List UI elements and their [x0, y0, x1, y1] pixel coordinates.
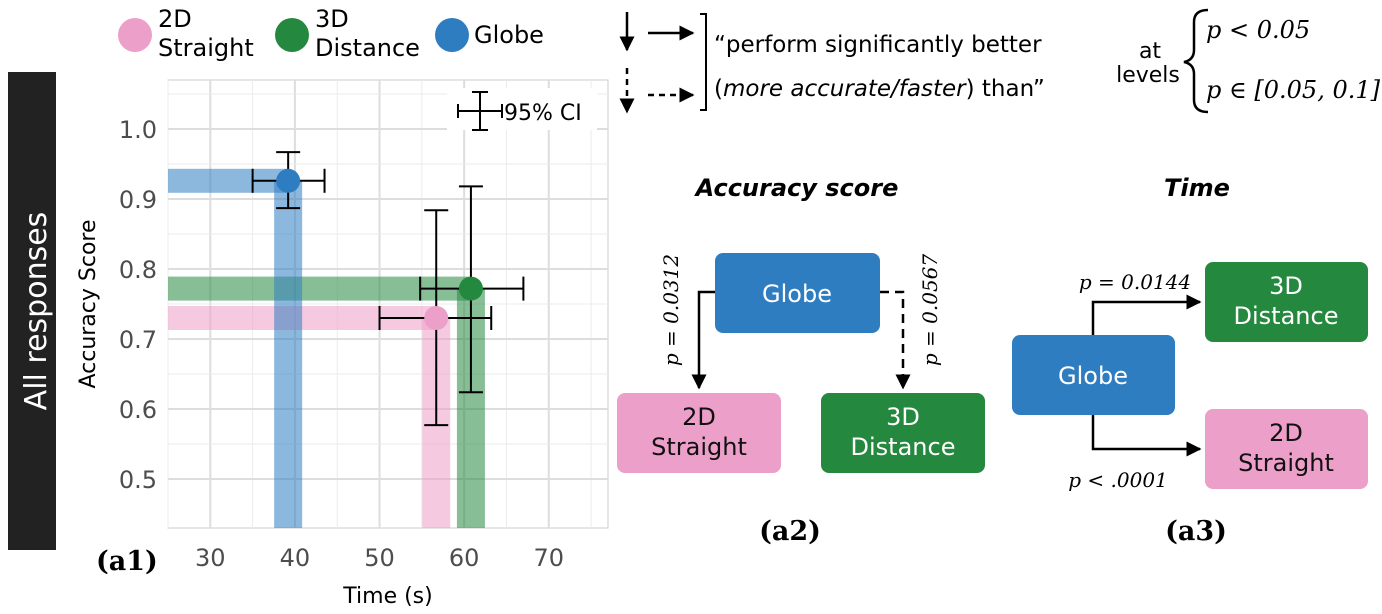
legend: 2D Straight 3D Distance Globe — [118, 5, 544, 62]
node-3d-time-line2: Distance — [1234, 302, 1339, 330]
level-solid: p < 0.05 — [1206, 16, 1310, 44]
node-2d-accuracy-line2: Straight — [651, 433, 747, 461]
legend-3d-line1: 3D — [315, 5, 349, 33]
ci-legend-icon — [457, 91, 503, 131]
x-tick-label: 40 — [280, 544, 311, 572]
x-tick-label: 70 — [533, 544, 564, 572]
panel-label-a2: (a2) — [759, 516, 821, 547]
key-levels: levels — [1116, 63, 1180, 88]
ci-legend-label: 95% CI — [504, 101, 582, 126]
point-2d-straight — [424, 306, 449, 330]
point-globe — [276, 168, 301, 193]
accuracy-time-chart: 30 40 50 60 70 0.5 0.6 0.7 0.8 0.9 1.0 95% CI Time… — [76, 79, 609, 609]
level-dashed: p ∈ [0.05, 0.1] — [1206, 76, 1381, 104]
p-value-time-top: p = 0.0144 — [1079, 270, 1191, 294]
p-value-time-bottom: p < .0001 — [1068, 468, 1168, 492]
node-3d-distance-time — [1205, 262, 1368, 342]
node-2d-time-line2: Straight — [1238, 449, 1334, 477]
legend-globe-label: Globe — [474, 21, 544, 49]
node-3d-accuracy-line2: Distance — [851, 433, 956, 461]
node-3d-time-line1: 3D — [1269, 272, 1303, 300]
node-globe-accuracy-label: Globe — [762, 280, 832, 308]
y-tick-label: 0.5 — [119, 466, 157, 494]
panel-label-a3: (a3) — [1165, 516, 1227, 547]
key-text-line1: “perform significantly better — [714, 32, 1042, 58]
node-globe-accuracy — [715, 253, 880, 333]
y-tick-label: 1.0 — [119, 116, 157, 144]
side-label: All responses — [19, 212, 54, 411]
node-2d-accuracy-line1: 2D — [682, 403, 716, 431]
time-diagram: Time Globe 3D Distance 2D Straight p = 0… — [1012, 174, 1368, 547]
legend-swatch-globe — [435, 18, 469, 52]
band-vertical-globe — [274, 180, 303, 529]
arrow-key: “perform significantly better (more accu… — [619, 8, 1381, 114]
data-points — [276, 168, 483, 330]
legend-2d-line1: 2D — [158, 5, 192, 33]
x-tick-label: 60 — [449, 544, 480, 572]
point-3d-distance — [458, 276, 483, 301]
time-diagram-title: Time — [1164, 174, 1230, 202]
y-tick-label: 0.8 — [119, 256, 157, 284]
p-value-accuracy-left: p = 0.0312 — [659, 254, 683, 366]
x-tick-label: 30 — [195, 544, 226, 572]
x-tick-label: 50 — [364, 544, 395, 572]
key-text-line2: (more accurate/faster) than” — [714, 76, 1045, 102]
legend-swatch-3d-distance — [275, 18, 309, 52]
y-tick-label: 0.6 — [119, 396, 157, 424]
ci-legend-box — [447, 88, 597, 130]
y-tick-label: 0.7 — [119, 326, 157, 354]
node-globe-time — [1012, 335, 1175, 415]
node-3d-distance-accuracy — [821, 393, 985, 473]
node-2d-time-line1: 2D — [1269, 419, 1303, 447]
side-label-bar — [8, 72, 56, 550]
arrow-globe-to-3d-time — [1091, 294, 1202, 335]
accuracy-diagram: Accuracy score Globe 2D Straight 3D Dist… — [617, 174, 985, 547]
node-globe-time-label: Globe — [1058, 362, 1128, 390]
arrow-globe-to-2d-time — [1091, 415, 1202, 457]
y-axis-label: Accuracy Score — [76, 219, 101, 388]
node-2d-straight-time — [1205, 409, 1368, 489]
levels-brace — [1183, 8, 1209, 114]
x-axis-label: Time (s) — [342, 584, 432, 609]
accuracy-diagram-title: Accuracy score — [694, 174, 899, 202]
tick-labels: 30 40 50 60 70 0.5 0.6 0.7 0.8 0.9 1.0 — [119, 116, 564, 572]
legend-2d-line2: Straight — [158, 34, 254, 62]
legend-3d-line2: Distance — [315, 34, 420, 62]
key-at: at — [1139, 39, 1161, 64]
panel-label-a1: (a1) — [96, 546, 158, 577]
arrow-globe-to-2d-accuracy — [691, 290, 715, 390]
y-tick-label: 0.9 — [119, 186, 157, 214]
key-bracket — [700, 13, 707, 111]
node-3d-accuracy-line1: 3D — [886, 403, 920, 431]
arrow-globe-to-3d-accuracy-dashed — [880, 290, 911, 390]
legend-swatch-2d-straight — [118, 18, 152, 52]
node-2d-straight-accuracy — [617, 393, 781, 473]
p-value-accuracy-right: p = 0.0567 — [918, 254, 942, 367]
